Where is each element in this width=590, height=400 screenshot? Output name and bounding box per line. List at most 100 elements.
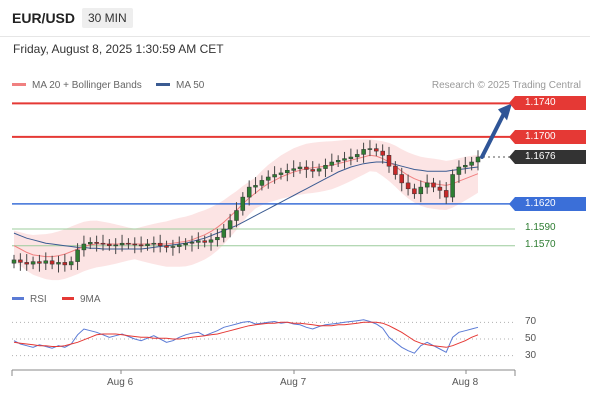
candle-body <box>151 242 157 245</box>
candle-body <box>138 244 144 247</box>
support-1-tag: 1.1620 <box>509 196 586 211</box>
candle-body <box>367 148 373 150</box>
ma20-label: MA 20 + Bollinger Bands <box>32 80 142 91</box>
ma9-label: 9MA <box>80 294 101 305</box>
ma20-swatch <box>12 82 26 86</box>
candle-body <box>437 186 443 191</box>
candle-body <box>272 174 277 178</box>
symbol-title: EUR/USD <box>12 10 76 26</box>
candle-body <box>208 239 214 243</box>
bollinger-band <box>14 139 478 281</box>
candle-body <box>18 259 23 263</box>
candle-body <box>310 169 315 172</box>
candle-body <box>443 190 449 198</box>
candle-body <box>304 166 309 170</box>
candle-body <box>393 165 398 175</box>
candle-body <box>329 161 335 166</box>
candle-body <box>196 240 201 243</box>
candle-body <box>157 242 163 246</box>
candle-body <box>170 246 176 248</box>
candle-body <box>418 186 424 195</box>
candle-body <box>246 186 252 198</box>
ma9-swatch <box>62 296 74 300</box>
candle-body <box>227 220 233 230</box>
candle-body <box>297 166 303 169</box>
rsi-label: RSI <box>30 294 47 305</box>
candle-body <box>43 260 49 264</box>
candle-body <box>240 196 246 211</box>
candle-body <box>265 176 271 181</box>
rsi-tick-30: 30 <box>525 349 537 361</box>
candle-body <box>354 154 360 158</box>
support-3-label: 1.1570 <box>525 238 556 250</box>
candle-body <box>56 262 61 265</box>
candle-body <box>456 166 462 175</box>
candle-body <box>68 261 74 266</box>
candle-body <box>75 249 80 262</box>
candle-body <box>62 262 68 266</box>
legend-ma20: MA 20 + Bollinger Bands <box>12 80 142 91</box>
candle-body <box>316 168 322 172</box>
ma50-label: MA 50 <box>176 80 205 91</box>
candle-body <box>24 262 29 265</box>
candle-body <box>475 156 481 163</box>
timeframe-badge[interactable]: 30 MIN <box>82 8 133 28</box>
candle-body <box>189 242 195 244</box>
candle-body <box>215 237 220 241</box>
candle-body <box>49 260 55 265</box>
candle-body <box>399 174 404 184</box>
credit-text: Research © 2025 Trading Central <box>431 80 581 91</box>
support-2-label: 1.1590 <box>525 222 556 233</box>
candle-body <box>132 243 138 246</box>
candle-body <box>469 161 474 166</box>
candle-body <box>177 244 182 247</box>
candle-body <box>145 243 150 246</box>
candle-body <box>221 228 227 238</box>
resistance-2-tag: 1.1740 <box>509 96 586 111</box>
candle-body <box>335 160 341 163</box>
resistance-1-tag: 1.1700 <box>509 129 586 144</box>
rsi-line <box>13 319 479 354</box>
rsi-swatch <box>12 296 24 300</box>
ma50-swatch <box>156 82 170 86</box>
candle-body <box>431 182 436 188</box>
candle-body <box>361 149 366 155</box>
ma50-line <box>13 161 479 250</box>
x-tick-aug8: Aug 8 <box>452 377 479 388</box>
candle-body <box>11 259 17 264</box>
candle-body <box>113 244 118 247</box>
legend-ma9: 9MA <box>62 294 101 305</box>
candle-body <box>88 242 93 245</box>
candle-body <box>380 150 385 156</box>
rsi-tick-50: 50 <box>525 333 537 344</box>
candle-body <box>342 158 347 161</box>
candle-body <box>119 242 125 246</box>
candle-body <box>285 170 290 174</box>
projection-arrowhead <box>498 103 512 121</box>
x-tick-aug7: Aug 7 <box>280 377 307 388</box>
candle-body <box>424 182 430 188</box>
candle-body <box>259 180 265 186</box>
candle-body <box>463 165 468 168</box>
candle-body <box>81 243 87 251</box>
ma20-line <box>13 154 479 258</box>
candle-body <box>164 245 169 248</box>
candle-body <box>107 243 112 246</box>
rsi-tick-70: 70 <box>525 316 537 328</box>
candle-body <box>126 242 131 245</box>
candle-body <box>100 242 106 245</box>
candle-body <box>323 165 328 169</box>
candle-body <box>291 168 296 171</box>
candle-body <box>37 261 42 264</box>
candle-body <box>253 185 258 188</box>
candle-body <box>450 174 455 198</box>
last-price-tag: 1.1676 <box>509 150 586 164</box>
candle-body <box>278 172 284 175</box>
candle-body <box>202 240 207 243</box>
chart-datetime: Friday, August 8, 2025 1:30:59 AM CET <box>13 42 224 56</box>
candle-body <box>30 261 36 265</box>
candle-body <box>412 188 417 195</box>
x-tick-aug6: Aug 6 <box>107 377 134 388</box>
legend-ma50: MA 50 <box>156 80 204 91</box>
